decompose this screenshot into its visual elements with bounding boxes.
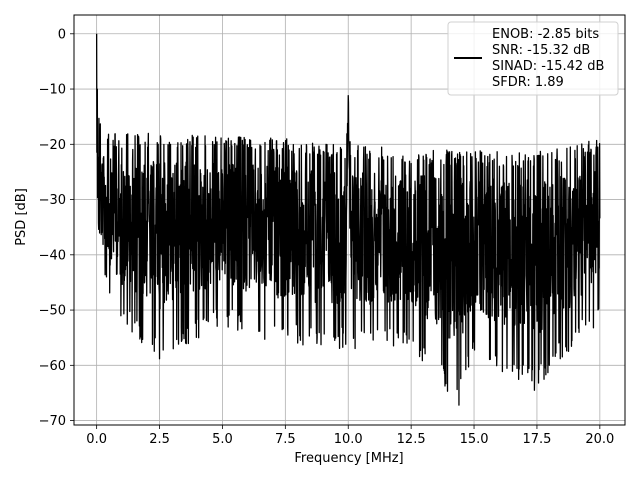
y-tick-label: −30	[39, 193, 66, 208]
y-tick-label: −40	[39, 248, 66, 263]
y-tick-label: −10	[39, 83, 66, 98]
legend-entry: ENOB: -2.85 bits	[492, 27, 599, 42]
x-tick-label: 2.5	[149, 432, 170, 447]
y-tick-label: 0	[58, 27, 66, 42]
x-axis-label: Frequency [MHz]	[294, 451, 403, 466]
x-tick-label: 10.0	[334, 432, 363, 447]
y-axis: 0 −10 −20 −30 −40 −50 −60 −70	[39, 27, 74, 429]
x-tick-label: 0.0	[86, 432, 107, 447]
x-tick-label: 15.0	[460, 432, 489, 447]
y-tick-label: −70	[39, 414, 66, 429]
y-axis-label: PSD [dB]	[14, 188, 29, 246]
x-tick-label: 5.0	[212, 432, 233, 447]
x-tick-label: 12.5	[397, 432, 426, 447]
x-tick-label: 7.5	[275, 432, 296, 447]
x-tick-label: 20.0	[585, 432, 614, 447]
x-tick-label: 17.5	[522, 432, 551, 447]
series-group	[95, 33, 601, 406]
y-tick-label: −60	[39, 359, 66, 374]
axes-border	[73, 14, 626, 426]
x-axis: 0.0 2.5 5.0 7.5 10.0 12.5 15.0 17.5 20.0	[86, 425, 614, 447]
y-tick-label: −50	[39, 304, 66, 319]
legend-entry: SNR: -15.32 dB	[492, 43, 590, 58]
y-tick-label: −20	[39, 138, 66, 153]
legend-entry: SINAD: -15.42 dB	[492, 59, 604, 74]
legend-entry: SFDR: 1.89	[492, 75, 564, 90]
psd-series-line	[95, 33, 601, 406]
legend-box	[447, 21, 619, 96]
axes-frame	[73, 14, 626, 426]
